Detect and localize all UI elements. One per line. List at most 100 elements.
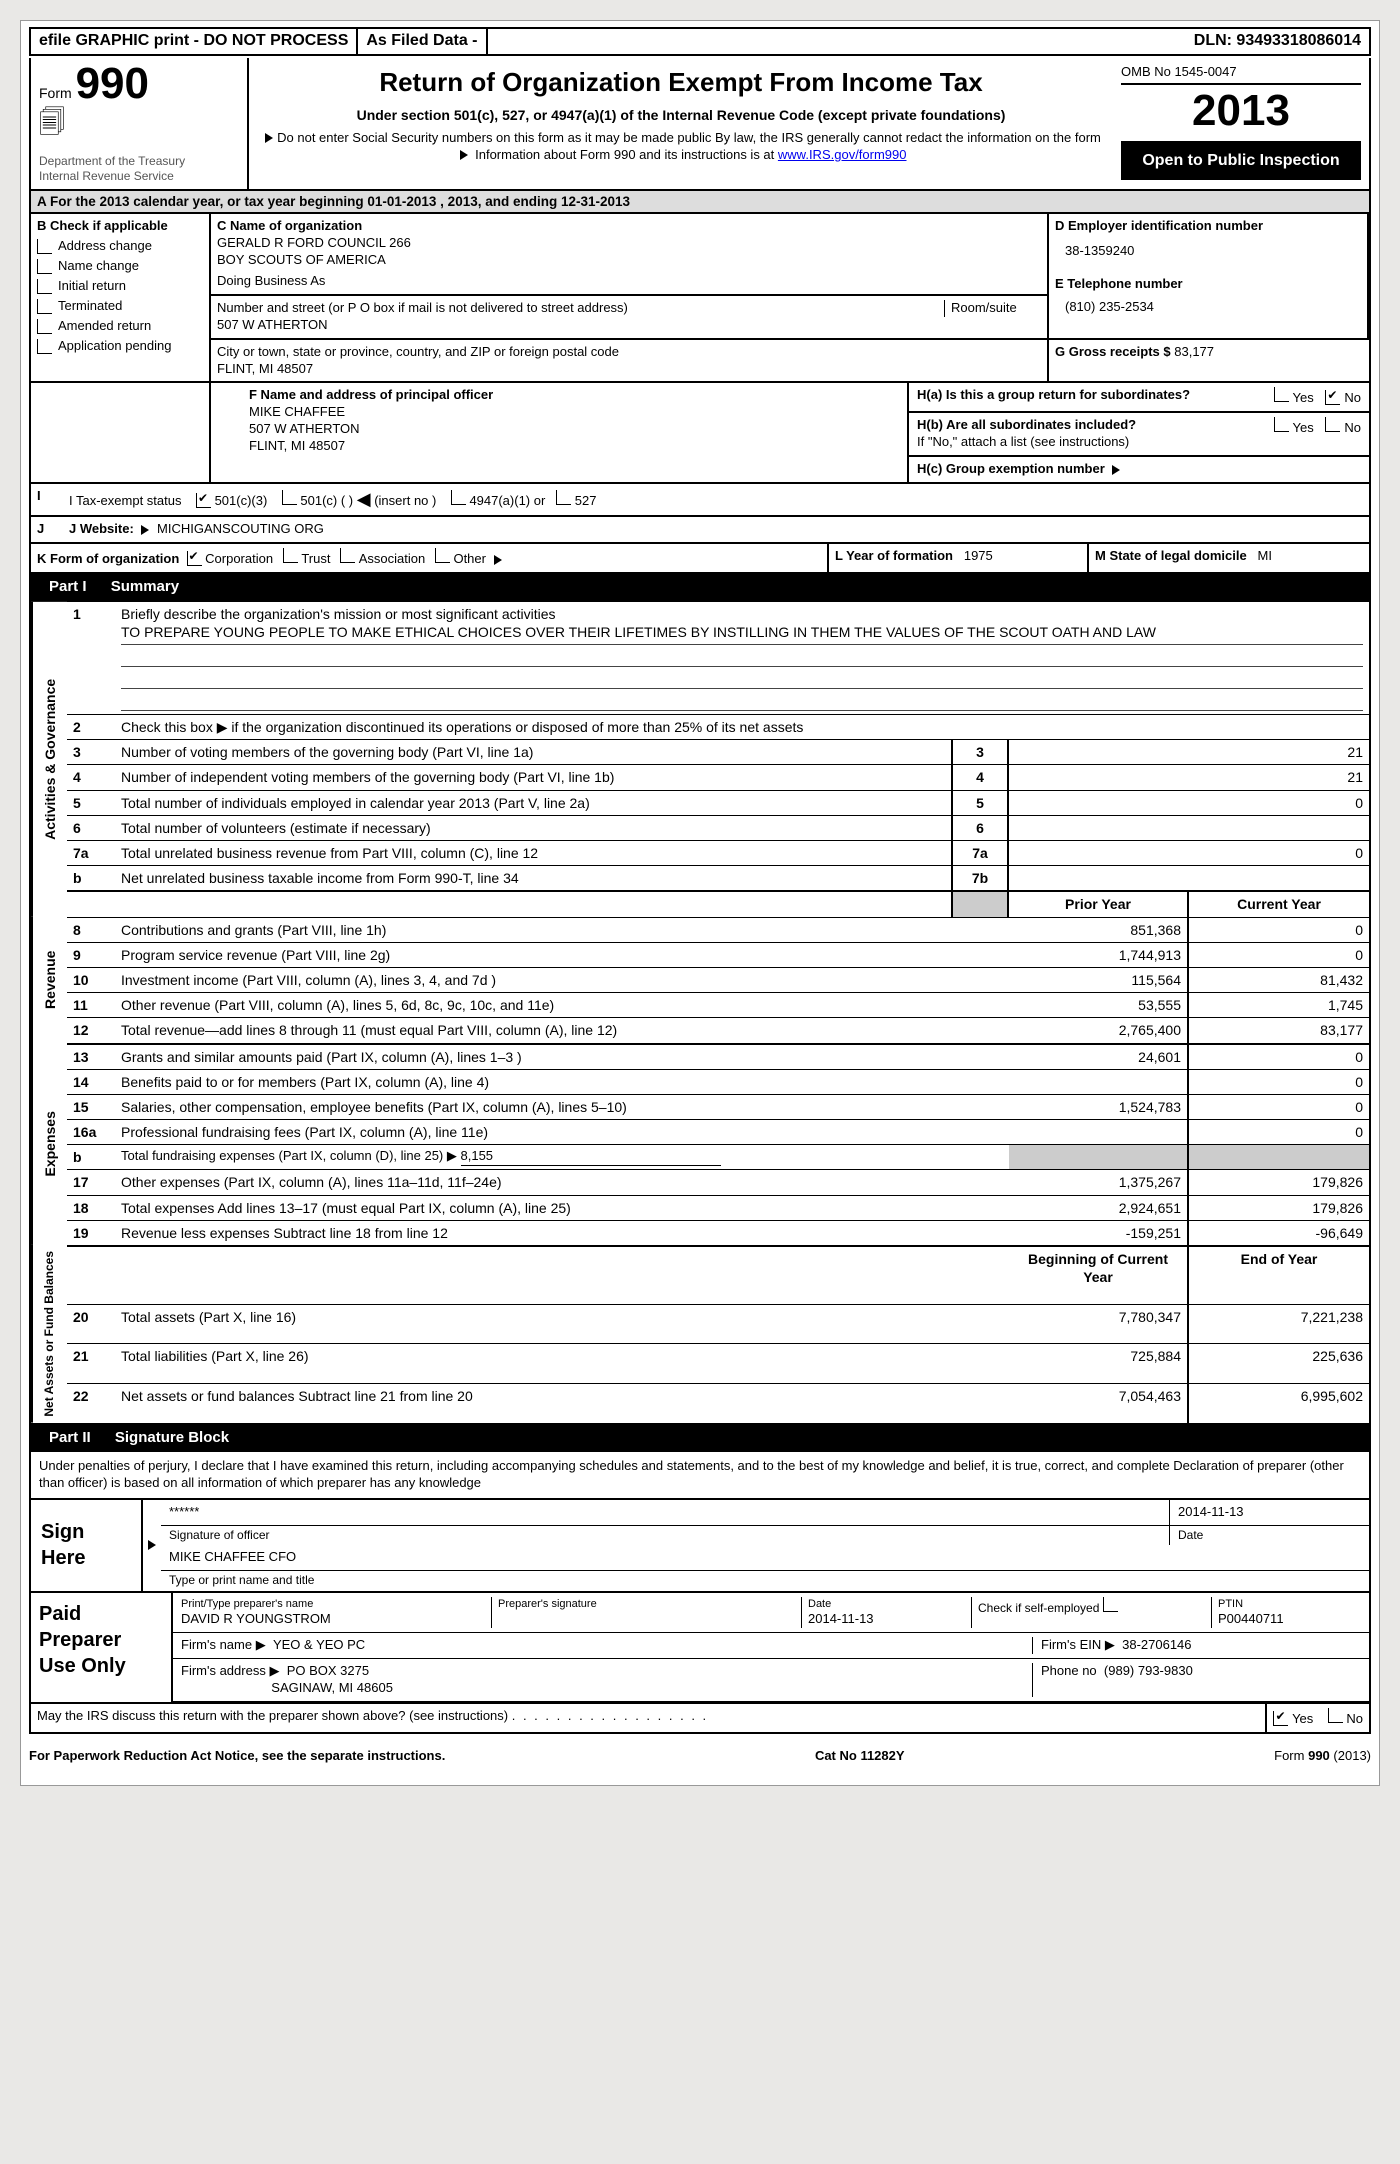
hdr-eoy: End of Year [1189,1245,1369,1304]
part1-title: Summary [111,578,179,595]
website: MICHIGANSCOUTING ORG [157,521,324,536]
firm-name: YEO & YEO PC [273,1637,365,1652]
sig-mask: ****** [169,1504,199,1521]
date-label: Date [1169,1526,1369,1546]
side-netassets: Net Assets or Fund Balances [31,1245,67,1423]
officer-label: Type or print name and title [161,1571,1369,1591]
org-name-2: BOY SCOUTS OF AMERICA [217,252,1041,269]
officer-name: MIKE CHAFFEE [249,404,899,421]
r3-num: 3 [67,739,115,764]
block-fgh: F Name and address of principal officer … [29,383,1371,484]
hdr-current: Current Year [1189,890,1369,916]
r16b-label: Total fundraising expenses (Part IX, col… [121,1148,457,1163]
ein-label: D Employer identification number [1055,218,1361,235]
chk-corp[interactable] [187,551,202,566]
section-d-e: D Employer identification number 38-1359… [1049,214,1369,339]
r3-desc: Number of voting members of the governin… [115,739,951,764]
chk-4947[interactable] [451,490,466,505]
j-label: J Website: [69,521,134,536]
header-right: OMB No 1545-0047 2013 Open to Public Ins… [1113,58,1369,189]
topbar-efile: efile GRAPHIC print - DO NOT PROCESS [31,29,358,54]
mission-text: TO PREPARE YOUNG PEOPLE TO MAKE ETHICAL … [121,623,1363,645]
part2-header: Part II Signature Block [29,1425,1371,1453]
form-990-page: efile GRAPHIC print - DO NOT PROCESS As … [20,20,1380,1786]
side-expenses: Expenses [31,1043,67,1246]
firm-ein: 38-2706146 [1122,1637,1191,1652]
section-b-label: B Check if applicable [37,218,203,235]
chk-self-employed[interactable] [1103,1597,1118,1612]
hdr-prior: Prior Year [1009,890,1189,916]
section-i: I I Tax-exempt status 501(c)(3) 501(c) (… [29,484,1371,517]
chk-501c[interactable] [282,490,297,505]
chk-501c3[interactable] [196,493,211,508]
firm-addr2: SAGINAW, MI 48605 [271,1680,393,1695]
section-b: B Check if applicable Address change Nam… [31,214,211,383]
chk-amended[interactable]: Amended return [37,318,203,335]
ha-no[interactable] [1325,390,1340,405]
block-bcd: B Check if applicable Address change Nam… [29,214,1371,383]
section-h-b: H(b) Are all subordinates included? Yes … [909,413,1369,457]
chk-initial-return[interactable]: Initial return [37,278,203,295]
addr-label: Number and street (or P O box if mail is… [217,300,628,315]
city-value: FLINT, MI 48507 [217,361,1041,378]
chk-527[interactable] [556,490,571,505]
preparer-date: 2014-11-13 [808,1611,951,1628]
discuss-no[interactable] [1328,1708,1343,1723]
officer-typed: MIKE CHAFFEE CFO [169,1549,296,1566]
top-bar: efile GRAPHIC print - DO NOT PROCESS As … [29,27,1371,56]
form-title: Return of Organization Exempt From Incom… [261,66,1101,100]
hdr-boy: Beginning of Current Year [1009,1245,1189,1304]
page-footer: For Paperwork Reduction Act Notice, see … [29,1748,1371,1765]
chk-name-change[interactable]: Name change [37,258,203,275]
discuss-yes[interactable] [1273,1711,1288,1726]
chk-address-change[interactable]: Address change [37,238,203,255]
section-c-city: City or town, state or province, country… [211,340,1049,384]
ha-yes[interactable] [1274,387,1289,402]
dept-treasury: Department of the Treasury [39,154,239,170]
discuss-text: May the IRS discuss this return with the… [37,1708,508,1723]
ptin: P00440711 [1218,1611,1361,1628]
r3-val: 21 [1009,739,1369,764]
section-j: J J Website: MICHIGANSCOUTING ORG [29,517,1371,544]
part1-header: Part I Summary [29,574,1371,602]
part1-label: Part I [39,576,97,597]
irs-link[interactable]: www.IRS.gov/form990 [778,147,907,162]
hc-label: H(c) Group exemption number [917,461,1105,476]
open-to-public: Open to Public Inspection [1121,143,1361,180]
section-h-c: H(c) Group exemption number [909,457,1369,484]
section-c-addr: Number and street (or P O box if mail is… [211,296,1049,340]
footer-left: For Paperwork Reduction Act Notice, see … [29,1748,445,1765]
chk-assoc[interactable] [340,548,355,563]
gross-value: 83,177 [1174,344,1214,359]
firm-addr1: PO BOX 3275 [287,1663,369,1678]
chk-app-pending[interactable]: Application pending [37,338,203,355]
ein-value: 38-1359240 [1065,243,1361,260]
l-label: L Year of formation [835,548,953,563]
footer-mid: Cat No 11282Y [815,1748,905,1765]
r3-ln: 3 [951,739,1009,764]
chk-other[interactable] [435,548,450,563]
addr-value: 507 W ATHERTON [217,317,1041,334]
header-left: Form 990 🗐 Department of the Treasury In… [31,58,249,189]
firm-phone: (989) 793-9830 [1104,1663,1193,1678]
form-header: Form 990 🗐 Department of the Treasury In… [29,58,1371,191]
form-subtitle: Under section 501(c), 527, or 4947(a)(1)… [261,106,1101,124]
gross-label: G Gross receipts $ [1055,344,1171,359]
sig-label: Signature of officer [161,1526,1169,1546]
hb-yes[interactable] [1274,417,1289,432]
topbar-dln: DLN: 93493318086014 [1186,29,1369,54]
chk-terminated[interactable]: Terminated [37,298,203,315]
topbar-asfiled: As Filed Data - [358,29,487,54]
chk-trust[interactable] [283,548,298,563]
ha-label: H(a) Is this a group return for subordin… [917,387,1190,402]
section-klm: K Form of organization Corporation Trust… [29,544,1371,574]
penalty-text: Under penalties of perjury, I declare th… [29,1452,1371,1500]
row-a: A For the 2013 calendar year, or tax yea… [29,191,1371,215]
m-label: M State of legal domicile [1095,548,1247,563]
section-c-name: C Name of organization GERALD R FORD COU… [211,214,1049,296]
hb-no[interactable] [1325,417,1340,432]
form-number: 990 [76,59,149,108]
q1-label: Briefly describe the organization's miss… [121,606,556,622]
preparer-block: Paid Preparer Use Only Print/Type prepar… [29,1593,1371,1704]
omb-number: OMB No 1545-0047 [1121,62,1361,85]
